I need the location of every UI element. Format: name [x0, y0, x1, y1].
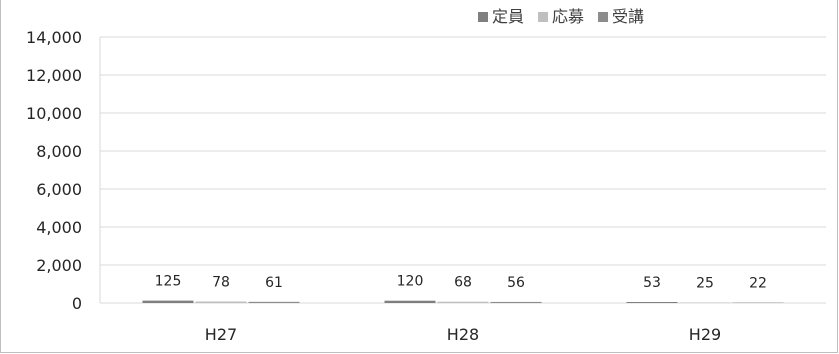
y-tick-label: 14,000 [26, 28, 82, 47]
bar [437, 301, 489, 303]
legend-swatch [478, 12, 488, 22]
legend-swatch [538, 12, 549, 22]
legend-label: 受講 [612, 7, 644, 26]
data-label: 22 [749, 276, 767, 292]
y-tick-label: 12,000 [26, 66, 82, 85]
x-category-label: H27 [205, 325, 237, 344]
y-tick-label: 6,000 [36, 180, 82, 199]
data-label: 61 [265, 275, 283, 291]
data-label: 68 [454, 275, 472, 291]
y-tick-label: 2,000 [36, 256, 82, 275]
bar [248, 301, 300, 303]
x-category-label: H29 [689, 325, 721, 344]
legend-swatch [598, 12, 609, 22]
data-label: 125 [155, 274, 182, 290]
bar [626, 301, 678, 303]
y-tick-label: 0 [72, 294, 82, 313]
legend-label: 応募 [552, 7, 584, 26]
bar [142, 300, 194, 303]
bar [195, 301, 247, 303]
bar [384, 300, 436, 303]
data-label: 56 [507, 275, 525, 291]
bar [490, 301, 542, 303]
y-tick-label: 10,000 [26, 104, 82, 123]
y-tick-label: 8,000 [36, 142, 82, 161]
data-label: 25 [696, 276, 714, 292]
y-tick-label: 4,000 [36, 218, 82, 237]
data-label: 120 [397, 274, 424, 290]
legend-label: 定員 [492, 7, 524, 26]
data-label: 78 [212, 275, 230, 291]
data-label: 53 [643, 275, 661, 291]
x-category-label: H28 [447, 325, 479, 344]
